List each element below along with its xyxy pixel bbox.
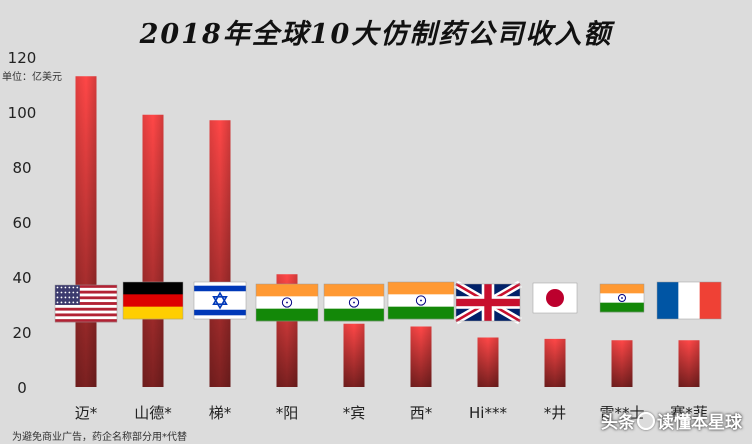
bar-shading <box>678 340 700 387</box>
x-tick-label: 迈* <box>75 404 98 422</box>
india-flag <box>255 283 319 322</box>
bar-shading <box>477 337 499 387</box>
x-tick-label: 赛*菲 <box>670 404 708 422</box>
watermark: 头条 读懂本星球 <box>601 408 742 433</box>
france-flag <box>656 281 722 320</box>
y-tick-label: 60 <box>12 214 31 232</box>
bar-shading <box>410 326 432 387</box>
watermark-suffix: 读懂本星球 <box>657 413 742 433</box>
x-tick-label: *阳 <box>276 404 299 422</box>
footnote: 为避免商业广告，药企名称部分用*代替 <box>12 432 187 443</box>
uk-flag <box>454 280 522 325</box>
bar-shading <box>343 323 365 387</box>
x-tick-label: *宾 <box>343 404 366 422</box>
bar-shading <box>75 76 97 387</box>
india-flag <box>387 281 455 320</box>
bar-shading <box>209 120 231 387</box>
india-flag <box>599 283 645 313</box>
x-tick-label: 西* <box>410 404 433 422</box>
y-tick-label: 40 <box>12 269 31 287</box>
x-tick-label: 梯* <box>209 404 232 422</box>
y-axis: 0 20 40 60 80 100 120 <box>8 49 37 397</box>
watermark-logo-icon <box>637 412 655 430</box>
germany-flag <box>122 281 184 320</box>
japan-flag <box>532 282 578 314</box>
flags <box>54 280 722 325</box>
y-tick-label: 100 <box>8 104 37 122</box>
bar-shading <box>142 114 164 387</box>
x-axis: 迈* 山德* 梯* *阳 *宾 西* Hi*** *井 雷**士 赛*菲 <box>75 404 708 422</box>
y-tick-label: 120 <box>8 49 37 67</box>
chart-title: 2018年全球10大仿制药公司收入额 <box>139 19 613 50</box>
x-tick-label: Hi*** <box>469 404 507 422</box>
watermark-prefix: 头条 <box>601 413 635 433</box>
y-tick-label: 0 <box>17 379 27 397</box>
y-tick-label: 80 <box>12 159 31 177</box>
israel-flag <box>193 281 247 320</box>
bars <box>75 76 700 387</box>
bar-shading <box>611 340 633 387</box>
x-tick-label: *井 <box>544 404 567 422</box>
unit-label: 单位：亿美元 <box>2 72 62 83</box>
india-flag <box>323 283 385 322</box>
usa-flag <box>54 284 118 323</box>
y-tick-label: 20 <box>12 324 31 342</box>
x-tick-label: 山德* <box>134 404 172 422</box>
x-tick-label: 雷**士 <box>599 404 644 422</box>
bar-shading <box>544 338 566 387</box>
